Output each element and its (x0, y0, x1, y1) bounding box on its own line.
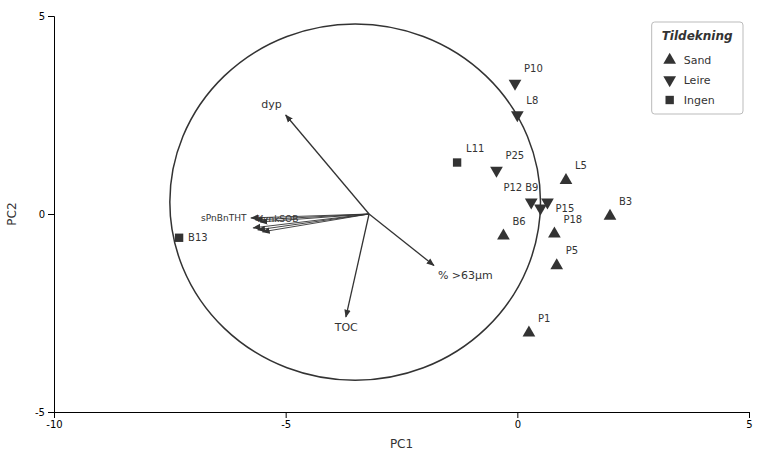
axis-domain (55, 413, 750, 419)
tick-label: 0 (39, 209, 45, 220)
x-axis: -10 -5 0 5 (46, 412, 752, 430)
station-point (175, 234, 183, 242)
tick-label: -5 (35, 407, 45, 418)
cluster-label: KvnkSOB (257, 214, 298, 224)
legend-title: Tildekning (662, 29, 733, 43)
tick-mark (286, 412, 287, 418)
station-point (541, 198, 554, 209)
tick-label: -10 (46, 419, 62, 430)
station-point (511, 111, 524, 122)
tick-label: 0 (515, 419, 521, 430)
legend-symbol (663, 76, 676, 87)
station-label: L8 (526, 95, 538, 106)
station-point (490, 167, 503, 178)
tick: 5 (39, 11, 54, 22)
station-label: P1 (538, 313, 550, 324)
tick: -5 (35, 407, 54, 418)
axis-domain (48, 17, 55, 413)
tick: 0 (515, 412, 521, 430)
station-point (604, 209, 617, 220)
station-point (550, 258, 563, 269)
legend-symbol (665, 96, 673, 104)
loading-arrow (369, 214, 434, 265)
y-axis: -5 0 5 (35, 11, 54, 418)
station-label: P18 (563, 214, 582, 225)
station-label: B6 (512, 216, 525, 227)
tick: -5 (281, 412, 291, 430)
legend-box (652, 22, 743, 114)
station-point (534, 204, 547, 215)
station-label: L5 (575, 160, 587, 171)
loading-arrow (346, 214, 369, 317)
station-point (525, 198, 538, 209)
x-axis-title: PC1 (390, 437, 413, 451)
tick-label: -5 (281, 419, 291, 430)
station-point (560, 173, 573, 184)
station-label: B13 (188, 232, 208, 243)
tick-label: 5 (746, 419, 752, 430)
correlation-circle (170, 24, 541, 380)
legend-symbol (663, 53, 676, 64)
station-label: P5 (566, 245, 578, 256)
station-label: P25 (505, 150, 524, 161)
legend-entry: Sand (684, 54, 712, 67)
loading-arrow (286, 115, 369, 214)
tick-mark (48, 412, 54, 413)
station-label: B9 (525, 182, 538, 193)
chart-container: -10-505-505PC1PC2dypTOC% >63μmsPnBnTHTKv… (0, 0, 765, 458)
station-point (523, 325, 536, 336)
station-label: P15 (556, 203, 575, 214)
station-point (453, 158, 461, 166)
arrow-label: TOC (334, 321, 358, 334)
y-axis-title: PC2 (5, 202, 19, 225)
tick: 0 (39, 209, 54, 220)
tick-mark (517, 412, 518, 418)
tick-mark (749, 412, 750, 418)
tick-mark (48, 16, 54, 17)
labels: dyp TOC % >63μm sPnBnTHT KvnkSOB B6 B3 P18 P5 P1 L… (188, 63, 632, 334)
chart-svg: -10-505-505PC1PC2dypTOC% >63μmsPnBnTHTKv… (0, 0, 765, 458)
tick: -10 (46, 412, 62, 430)
station-point (509, 80, 522, 91)
plot-area (170, 24, 617, 380)
legend-entry: Ingen (684, 94, 715, 107)
station-point (497, 228, 510, 239)
legend: Tildekning Sand Leire Ingen (652, 22, 743, 114)
arrow-label: % >63μm (438, 269, 493, 282)
arrow-label: dyp (261, 98, 281, 111)
cluster-label: sPnBnTHT (201, 213, 247, 223)
tick-mark (48, 214, 54, 215)
station-label: L11 (466, 143, 484, 154)
station-label: P10 (524, 63, 543, 74)
tick-label: 5 (39, 11, 45, 22)
station-label: B3 (619, 196, 632, 207)
station-point (548, 226, 561, 237)
legend-entry: Leire (684, 74, 711, 87)
tick: 5 (746, 412, 752, 430)
station-label: P12 (503, 182, 522, 193)
